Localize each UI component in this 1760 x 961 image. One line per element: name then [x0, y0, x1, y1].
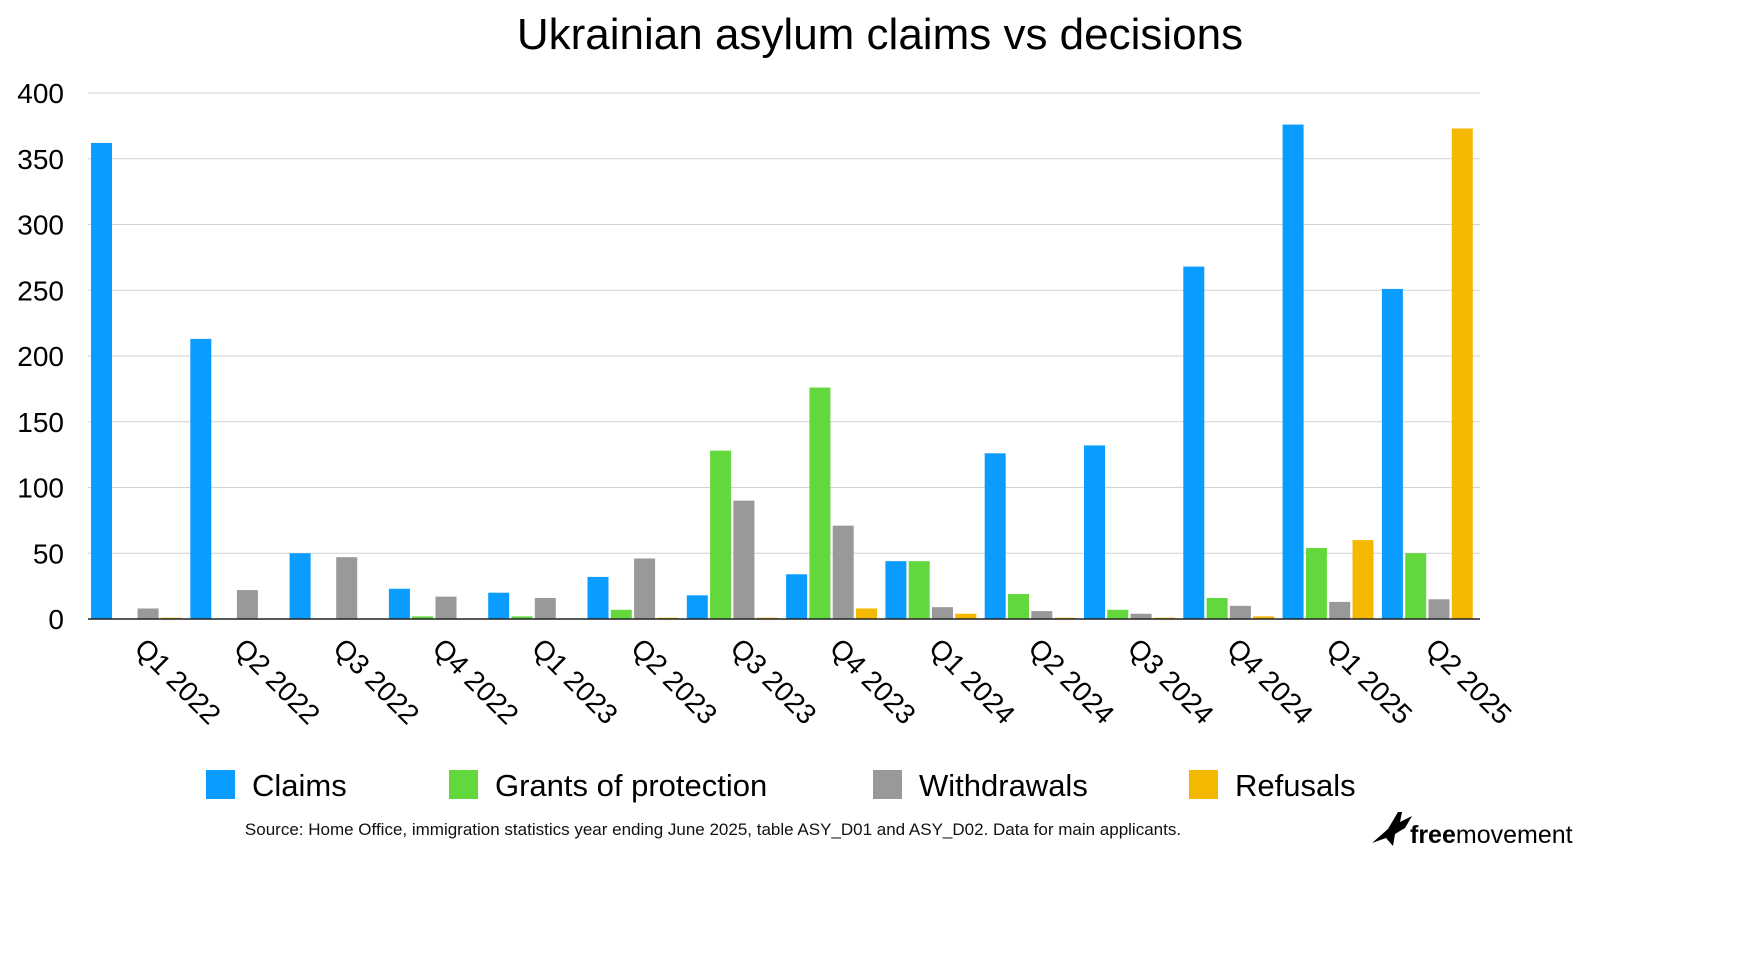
bar-refusals [1352, 540, 1374, 619]
legend-label: Claims [252, 768, 347, 803]
bar-claims [388, 588, 410, 619]
bar-withdrawals [137, 608, 159, 619]
y-tick-label: 150 [17, 407, 64, 438]
bar-grants-of-protection [412, 616, 434, 619]
x-tick-label: Q4 2024 [1221, 632, 1319, 730]
bar-withdrawals [1428, 599, 1450, 619]
bar-withdrawals [733, 500, 755, 619]
bar-grants-of-protection [610, 609, 632, 619]
x-tick-label: Q4 2023 [824, 632, 922, 730]
x-tick-label: Q1 2022 [129, 632, 227, 730]
x-tick-label: Q1 2024 [923, 632, 1021, 730]
bar-withdrawals [634, 558, 656, 619]
x-tick-label: Q2 2022 [228, 632, 326, 730]
y-axis-ticks: 0 50 100 150 200 250 300 350 400 [17, 78, 64, 635]
bar-claims [984, 453, 1006, 619]
bar-grants-of-protection [1008, 594, 1029, 619]
gridlines [88, 92, 1480, 554]
y-tick-label: 50 [33, 538, 64, 569]
logo-text-regular: movement [1456, 821, 1573, 849]
legend-swatch [206, 770, 235, 799]
legend-swatch [873, 770, 902, 799]
bar-grants-of-protection [809, 387, 831, 619]
x-tick-label: Q3 2023 [725, 632, 823, 730]
legend-swatch [449, 770, 478, 799]
bar-grants-of-protection [1107, 609, 1129, 619]
y-tick-label: 400 [17, 78, 64, 109]
bar-claims [686, 595, 708, 619]
x-axis-ticks: Q1 2022 Q2 2022 Q3 2022 Q4 2022 Q1 2023 Q2 20… [129, 632, 1518, 730]
bar-withdrawals [1329, 601, 1351, 619]
freemovement-logo: freemovement [1372, 812, 1573, 849]
bar-withdrawals [1130, 613, 1152, 619]
bar-withdrawals [435, 596, 457, 619]
bar-withdrawals [932, 607, 953, 619]
bar-claims [488, 592, 510, 619]
bar-refusals [856, 608, 877, 619]
bar-grants-of-protection [1206, 597, 1228, 619]
x-tick-label: Q1 2023 [526, 632, 624, 730]
y-tick-label: 200 [17, 341, 64, 372]
bar-claims [786, 574, 808, 619]
y-tick-label: 300 [17, 210, 64, 241]
bar-claims [587, 576, 609, 619]
bar-grants-of-protection [710, 450, 732, 619]
legend-label: Grants of protection [495, 768, 767, 803]
bars [91, 124, 1473, 619]
x-tick-label: Q3 2022 [327, 632, 425, 730]
bar-claims [1183, 266, 1205, 619]
legend-label: Refusals [1235, 768, 1356, 803]
bar-claims [1282, 124, 1304, 619]
y-tick-label: 0 [48, 604, 64, 635]
bar-claims [1084, 445, 1105, 619]
bar-refusals [1451, 128, 1473, 619]
bar-withdrawals [236, 590, 258, 619]
source-note: Source: Home Office, immigration statist… [245, 820, 1181, 839]
chart-title: Ukrainian asylum claims vs decisions [517, 10, 1243, 59]
x-tick-label: Q2 2024 [1022, 632, 1120, 730]
y-tick-label: 250 [17, 275, 64, 306]
bar-grants-of-protection [511, 616, 533, 619]
bar-withdrawals [336, 557, 358, 619]
legend-label: Withdrawals [919, 768, 1088, 803]
bar-refusals [955, 613, 977, 619]
bar-refusals [1253, 616, 1275, 619]
x-tick-label: Q4 2022 [427, 632, 525, 730]
x-tick-label: Q1 2025 [1320, 632, 1418, 730]
legend: Claims Grants of protection Withdrawals Ref… [206, 768, 1356, 803]
x-tick-label: Q3 2024 [1122, 632, 1220, 730]
bar-withdrawals [832, 525, 854, 619]
legend-swatch [1189, 770, 1218, 799]
y-tick-label: 350 [17, 144, 64, 175]
y-tick-label: 100 [17, 473, 64, 504]
bar-grants-of-protection [1405, 553, 1427, 619]
bar-withdrawals [534, 597, 556, 619]
bar-claims [885, 561, 907, 619]
bar-claims [91, 142, 112, 619]
bird-icon [1372, 812, 1412, 846]
logo-wordmark: freemovement [1410, 821, 1573, 849]
bar-claims [190, 338, 212, 619]
bar-grants-of-protection [1305, 547, 1327, 619]
bar-withdrawals [1031, 611, 1053, 619]
bar-claims [289, 553, 311, 619]
bar-grants-of-protection [908, 561, 930, 619]
x-tick-label: Q2 2023 [625, 632, 723, 730]
bar-withdrawals [1229, 605, 1251, 619]
bar-claims [1381, 288, 1403, 619]
x-tick-label: Q2 2025 [1420, 632, 1518, 730]
logo-text-bold: free [1410, 821, 1456, 849]
